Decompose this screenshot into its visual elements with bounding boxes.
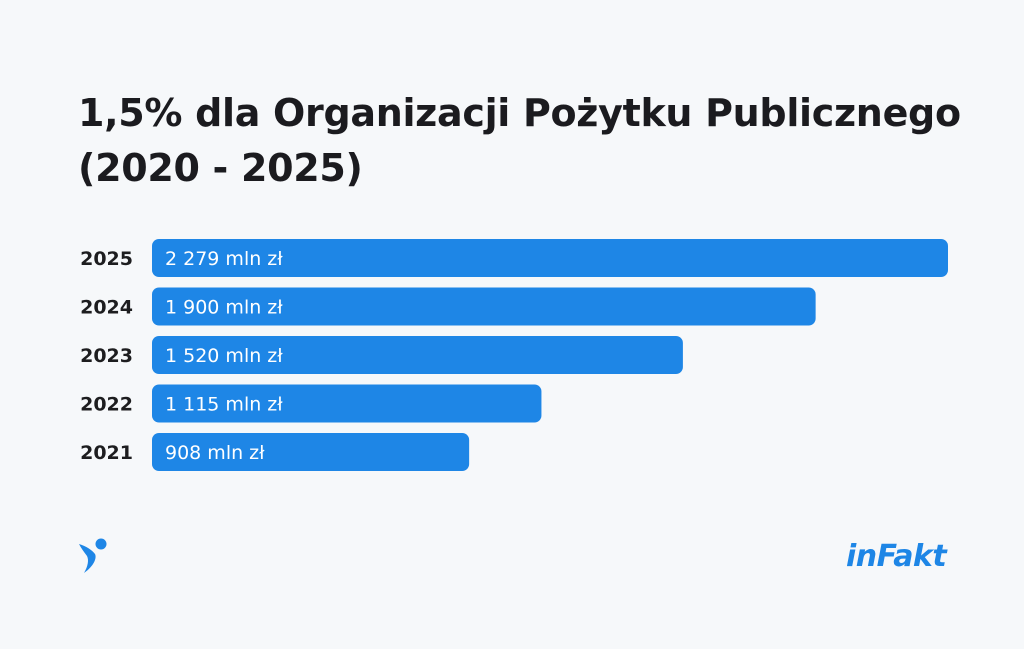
bird-logo-icon <box>79 538 107 573</box>
year-label-2024: 2024 <box>80 297 133 319</box>
chart-title: 1,5% dla Organizacji Pożytku Publicznego… <box>78 91 961 190</box>
year-label-2023: 2023 <box>80 345 133 367</box>
bar-2022 <box>152 384 542 423</box>
bar-2023 <box>152 336 683 374</box>
bar-value-label-2022: 1 115 mln zł <box>165 394 283 416</box>
year-label-2021: 2021 <box>80 442 133 464</box>
bar-value-label-2024: 1 900 mln zł <box>165 297 283 319</box>
bar-2021 <box>152 433 470 471</box>
bar-value-label-2025: 2 279 mln zł <box>165 248 283 270</box>
bar-2025 <box>152 239 948 277</box>
bar-value-label-2023: 1 520 mln zł <box>165 345 283 367</box>
infakt-logo: inFakt <box>846 539 947 574</box>
year-label-2025: 2025 <box>80 248 133 270</box>
year-label-2022: 2022 <box>80 394 133 416</box>
bar-value-label-2021: 908 mln zł <box>165 442 265 464</box>
bar-2024 <box>152 287 816 326</box>
